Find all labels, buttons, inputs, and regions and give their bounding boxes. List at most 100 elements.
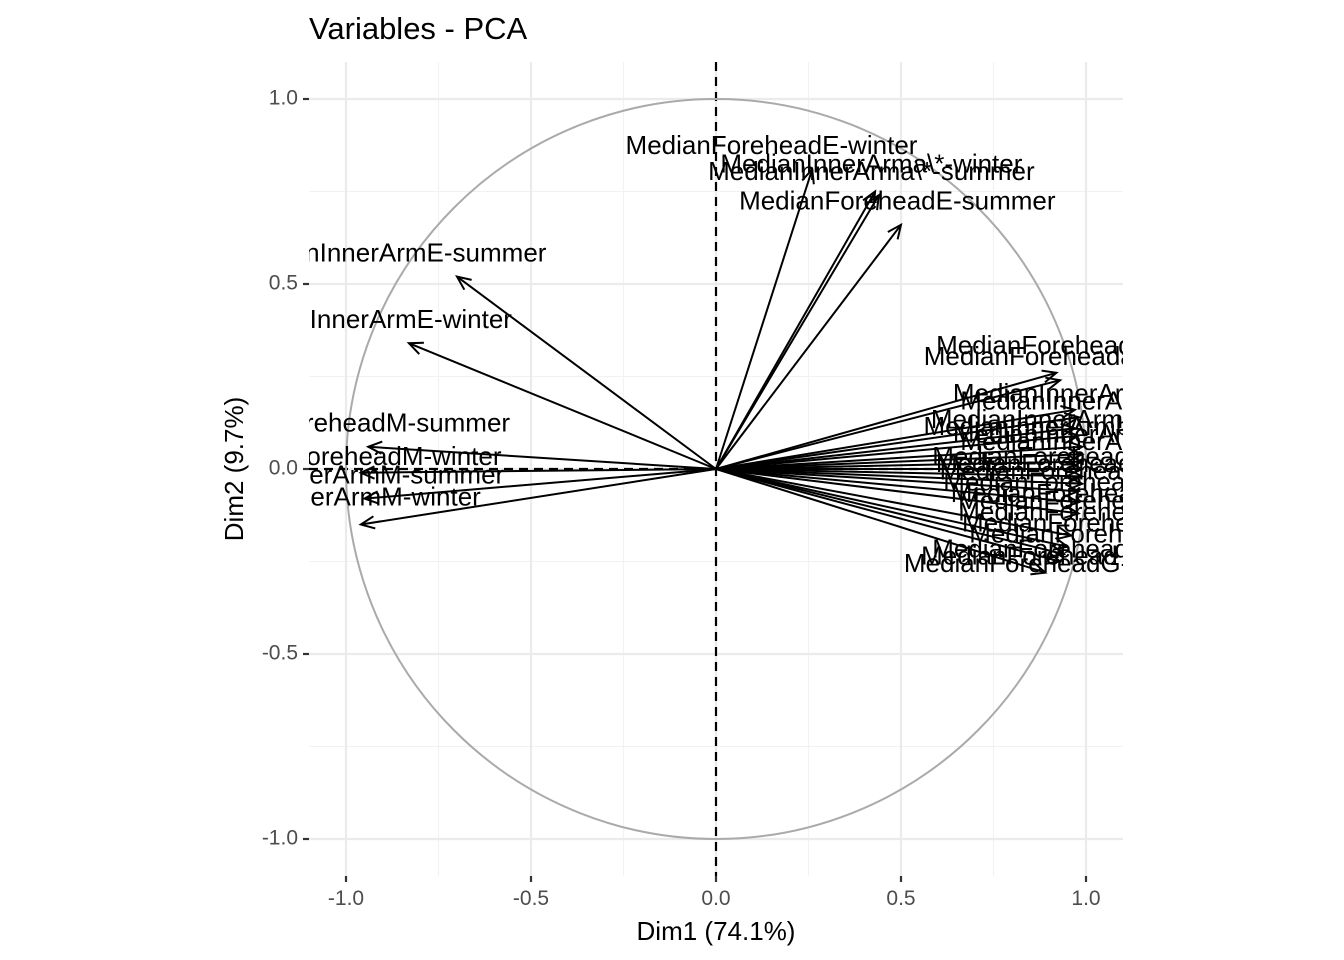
arrow-shaft <box>715 468 1065 556</box>
variable-arrow <box>715 166 815 470</box>
variable-label: MedianInnerArm <box>953 378 1145 408</box>
arrow-head <box>1030 561 1048 576</box>
x-tick-label: 0.5 <box>886 887 915 910</box>
arrow-head <box>455 275 472 291</box>
variable-label: MedianInnerArmM-winter <box>189 481 481 511</box>
y-tick-label: 0.0 <box>269 457 298 480</box>
arrow-head <box>1060 422 1078 437</box>
arrow-shaft <box>715 468 1079 504</box>
arrow-shaft <box>715 416 1079 470</box>
variable-arrow <box>715 468 1063 565</box>
x-tick-label: 0.0 <box>701 887 730 910</box>
variable-label: MedianForeheadM-summer <box>189 407 510 437</box>
variable-arrow <box>715 376 1063 470</box>
arrow-shaft <box>715 468 1083 485</box>
arrow-shaft <box>715 379 1061 470</box>
arrow-shaft <box>715 468 1068 548</box>
arrow-shaft <box>715 468 1061 563</box>
variable-arrow <box>715 422 1078 470</box>
variable-label: MedianForeheada <box>936 330 1148 360</box>
arrow-head <box>887 222 903 240</box>
arrow-shaft <box>715 194 880 470</box>
variable-label: MedianForeheadG-s <box>904 548 1142 578</box>
variable-label: MedianForeheadE-summer <box>739 185 1056 215</box>
variable-arrow <box>406 341 717 470</box>
x-tick-label: 1.0 <box>1071 887 1100 910</box>
variable-arrow <box>715 468 1048 576</box>
variable-label: MedianForehead <box>932 533 1129 563</box>
arrow-head <box>358 465 375 480</box>
arrow-head <box>358 515 376 530</box>
x-axis: -1.0 -0.5 0.0 0.5 1.0 <box>328 876 1101 910</box>
y-axis-title: Dim2 (9.7%) <box>219 397 249 541</box>
arrow-head <box>1064 429 1082 444</box>
variable-label: MedianForehead <box>921 541 1118 571</box>
arrow-shaft <box>715 371 1057 470</box>
arrow-shaft <box>715 468 1046 574</box>
arrow-shaft <box>715 453 1083 470</box>
arrow-shaft <box>368 445 717 470</box>
variable-label: MedianInnerArm <box>960 385 1152 415</box>
y-tick-label: 0.5 <box>269 272 298 295</box>
arrow-shaft <box>364 468 717 500</box>
arrow-shaft <box>408 342 717 470</box>
arrow-head <box>865 193 881 211</box>
arrow-head <box>1045 551 1063 565</box>
x-tick-label: -1.0 <box>328 887 364 910</box>
variable-arrow <box>715 429 1082 470</box>
arrow-head <box>801 166 815 185</box>
variable-label: MedianForeheadb <box>958 496 1169 526</box>
variable-arrow <box>715 468 1082 498</box>
arrow-head <box>1056 526 1074 541</box>
arrow-head <box>406 341 424 355</box>
arrow-shaft <box>456 275 717 470</box>
variable-arrow <box>715 405 1078 470</box>
variable-label: MedianInnerArmb <box>923 411 1130 441</box>
variable-arrow <box>358 468 717 530</box>
arrow-shaft <box>715 468 1072 537</box>
variable-arrow <box>715 412 1082 470</box>
variable-label: MedianForehead <box>943 467 1140 497</box>
plot-panel: MedianForeheadE-winterMedianInnerArma\*-… <box>188 62 1169 876</box>
variable-label: MedianInnerArma\*-summer <box>708 156 1035 186</box>
correlation-circle <box>345 98 1087 840</box>
arrow-shaft <box>360 468 717 474</box>
chart-title: Variables - PCA <box>309 11 528 46</box>
arrow-shaft <box>715 468 1079 515</box>
variable-label: MedianInnerArm <box>953 419 1145 449</box>
variable-label: MedianForehead <box>940 456 1137 486</box>
variable-label: MedianInnerArmE-winter <box>224 304 512 334</box>
variable-arrows <box>358 166 1085 576</box>
arrow-head <box>1064 494 1082 509</box>
variable-arrow <box>715 468 1082 509</box>
variable-arrow <box>715 193 881 470</box>
variable-label: MedianInnerArmE-summer <box>234 237 546 267</box>
variable-label: MedianInnerArmM-summer <box>188 459 505 489</box>
variable-label: MedianInnerArmb <box>931 404 1138 434</box>
variable-arrow <box>715 468 1074 541</box>
variable-label: MedianForeheadE-winter <box>626 130 918 160</box>
variable-arrow <box>455 275 717 470</box>
arrow-head <box>362 490 379 505</box>
arrow-head <box>1045 376 1063 391</box>
arrow-head <box>365 440 383 455</box>
variable-labels: MedianForeheadE-winterMedianInnerArma\*-… <box>188 130 1169 578</box>
arrow-head <box>1064 483 1082 498</box>
variable-arrow <box>362 468 717 505</box>
variable-label: MedianForeheadM-winter <box>205 441 502 471</box>
arrow-shaft <box>715 168 814 470</box>
arrow-shaft <box>715 434 1079 470</box>
arrow-shaft <box>715 224 902 470</box>
arrow-head <box>1063 412 1082 427</box>
arrow-shaft <box>715 460 1083 470</box>
arrow-head <box>1063 504 1082 519</box>
arrow-shaft <box>715 408 1076 470</box>
variable-label: MedianForeheada\* <box>924 341 1152 371</box>
variable-arrow <box>715 222 903 470</box>
variable-label: MedianForehead <box>951 478 1148 508</box>
variable-label: MedianForehead <box>936 448 1133 478</box>
variable-label: MedianForehead <box>958 485 1155 515</box>
variable-label: MedianInnerArm <box>960 426 1152 456</box>
x-tick-label: -0.5 <box>513 887 549 910</box>
